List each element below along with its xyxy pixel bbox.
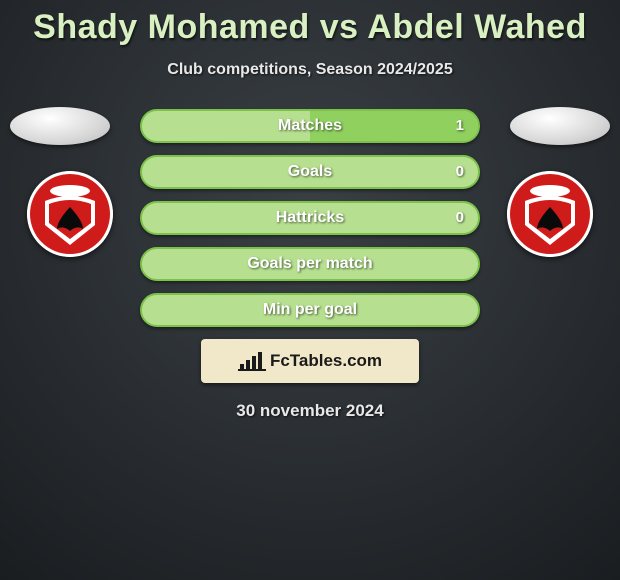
al-ahly-crest-icon	[507, 171, 593, 257]
infographic: Shady Mohamed vs Abdel Wahed Club compet…	[0, 0, 620, 580]
al-ahly-crest-icon	[27, 171, 113, 257]
bar-chart-icon	[238, 350, 266, 372]
stat-value-right: 0	[456, 157, 464, 187]
stat-label: Goals per match	[142, 249, 478, 279]
comparison-area: Matches1Goals0Hattricks0Goals per matchM…	[0, 109, 620, 421]
stat-label: Min per goal	[142, 295, 478, 325]
stats-list: Matches1Goals0Hattricks0Goals per matchM…	[140, 109, 480, 327]
stat-row: Min per goal	[140, 293, 480, 327]
stat-row: Goals per match	[140, 247, 480, 281]
stat-value-right: 1	[456, 111, 464, 141]
subtitle: Club competitions, Season 2024/2025	[0, 61, 620, 79]
stat-label: Matches	[142, 111, 478, 141]
date-caption: 30 november 2024	[0, 401, 620, 421]
stat-row: Goals0	[140, 155, 480, 189]
club-badge-left	[27, 171, 113, 257]
player-avatar-left	[10, 107, 110, 145]
stat-value-right: 0	[456, 203, 464, 233]
stat-row: Hattricks0	[140, 201, 480, 235]
stat-label: Hattricks	[142, 203, 478, 233]
club-badge-right	[507, 171, 593, 257]
stat-label: Goals	[142, 157, 478, 187]
brand-badge: FcTables.com	[201, 339, 419, 383]
page-title: Shady Mohamed vs Abdel Wahed	[0, 0, 620, 47]
player-avatar-right	[510, 107, 610, 145]
stat-row: Matches1	[140, 109, 480, 143]
brand-text: FcTables.com	[270, 351, 382, 371]
